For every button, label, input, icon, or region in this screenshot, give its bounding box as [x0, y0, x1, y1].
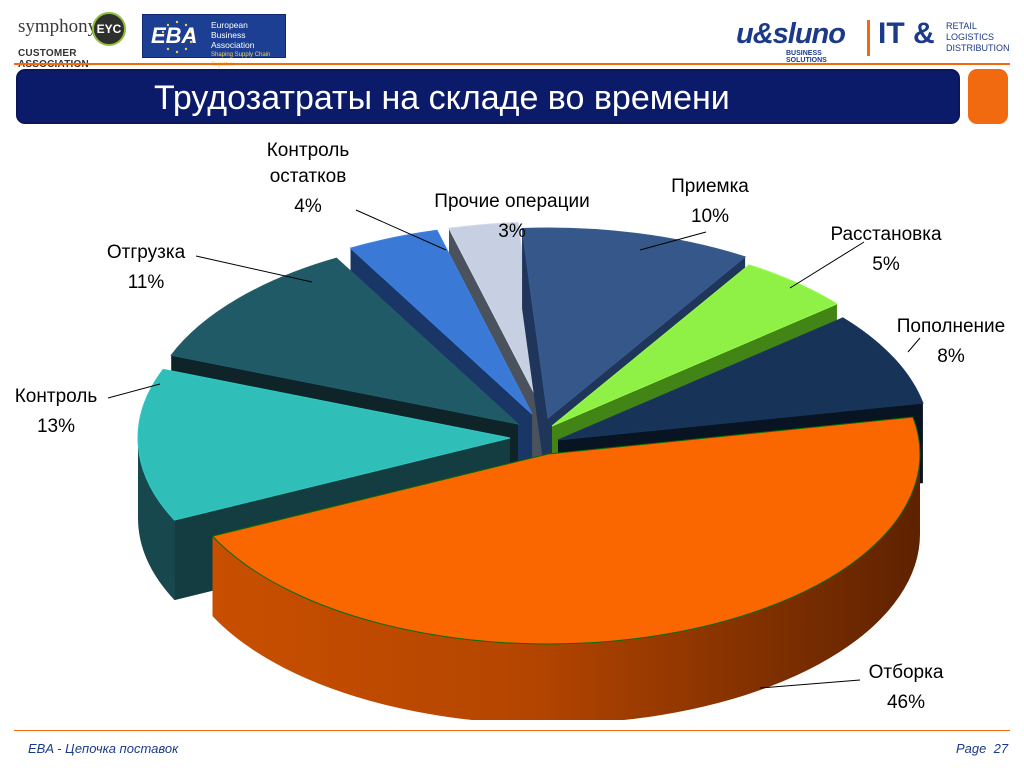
- symphony-logo: symphony EYC CUSTOMER ASSOCIATION: [14, 10, 130, 70]
- slice-7-leader-line: [355, 209, 447, 251]
- slice-8-top: [448, 221, 545, 413]
- slice-4-value-label: 46%: [887, 692, 925, 713]
- title-bar: Трудозатраты на складе во времени: [16, 69, 960, 124]
- slice-4-category-label: Отборка: [869, 662, 944, 683]
- slice-2-top: [551, 264, 839, 427]
- retail-line-2: LOGISTICS: [946, 32, 995, 42]
- slice-6-top: [170, 257, 520, 425]
- retail-line-3: DISTRIBUTION: [946, 43, 1010, 53]
- slice-5-leader-line: [107, 383, 161, 399]
- slice-2-leader-line: [789, 241, 865, 289]
- eba-line-4: Shaping Supply Chain Together: [211, 52, 271, 68]
- slice-8-value-label: 3%: [498, 221, 526, 242]
- eba-line-1: European: [211, 20, 248, 30]
- slice-5-top: [137, 368, 511, 521]
- symphony-badge: EYC: [92, 12, 126, 46]
- symphony-logo-subtitle: CUSTOMER ASSOCIATION: [18, 48, 89, 70]
- page-number-value: 27: [993, 741, 1009, 756]
- slice-8-category-label: Прочие операции: [434, 191, 589, 212]
- slice-7-value-label: 4%: [294, 196, 322, 217]
- slice-5-value-label: 13%: [37, 416, 75, 437]
- slice-5-category-label: Контроль: [15, 386, 98, 407]
- slice-4-side: [212, 454, 920, 720]
- retail-line-1: RETAIL: [946, 21, 977, 31]
- slice-3-top: [557, 317, 924, 441]
- slice-7-top: [349, 229, 533, 415]
- data-labels: Приемка 10% Расстановка 5% Пополнение 8% Отбор…: [15, 140, 1006, 713]
- pie-chart: Приемка 10% Расстановка 5% Пополнение 8% Отбор…: [15, 140, 1006, 720]
- retail-logistics-text: RETAIL LOGISTICS DISTRIBUTION: [946, 21, 1010, 54]
- page-title: Трудозатраты на складе во времени: [154, 79, 730, 117]
- slice-2-category-label: Расстановка: [830, 224, 942, 245]
- footer-text: EBA - Цепочка поставок: [28, 741, 179, 756]
- usluno-logo-subtitle: BUSINESS SOLUTIONS: [786, 50, 827, 64]
- slice-1-value-label: 10%: [691, 206, 729, 227]
- slice-1-leader-line: [639, 231, 707, 251]
- slice-6-category-label: Отгрузка: [107, 242, 186, 263]
- slice-1-top: [521, 227, 747, 419]
- page-number: Page 27: [956, 741, 1008, 756]
- leader-lines: [107, 209, 921, 689]
- logo-divider: [867, 20, 870, 56]
- eba-line-2: Business: [211, 30, 246, 40]
- slice-3-leader-line: [907, 337, 921, 353]
- eu-stars-icon: [161, 20, 193, 54]
- slice-6-leader-line: [195, 255, 313, 283]
- slice-6-value-label: 11%: [128, 272, 165, 293]
- eba-line-3: Association: [211, 40, 255, 50]
- slice-4-top: [211, 416, 921, 645]
- symphony-logo-text: symphony: [18, 16, 98, 37]
- eba-logo-text: European Business Association Shaping Su…: [211, 20, 285, 70]
- eba-logo-mark: EBA: [151, 23, 198, 48]
- slice-7-category-label-1: Контроль: [267, 140, 350, 161]
- usluno-logo-text: u&sluno: [736, 18, 846, 50]
- usluno-logo: u&sluno BUSINESS SOLUTIONS: [736, 18, 864, 64]
- title-accent-block: [968, 69, 1008, 124]
- slice-3-category-label: Пополнение: [897, 316, 1005, 337]
- slice-1-wall-start: [522, 228, 548, 498]
- slice-7-category-label-2: остатков: [270, 166, 347, 187]
- it-logo-text: IT &: [878, 17, 935, 50]
- slice-1-category-label: Приемка: [671, 176, 749, 197]
- pie-slice-sides: [137, 221, 924, 720]
- slice-3-value-label: 8%: [937, 346, 965, 367]
- slice-2-value-label: 5%: [872, 254, 900, 275]
- header-divider: [14, 63, 1010, 65]
- footer-divider: [14, 730, 1010, 731]
- slice-5-side: [138, 438, 175, 601]
- eba-logo: EBA European Business Association Shapin…: [142, 14, 286, 68]
- page-label: Page: [956, 741, 987, 756]
- slice-4-leader-line: [759, 679, 861, 689]
